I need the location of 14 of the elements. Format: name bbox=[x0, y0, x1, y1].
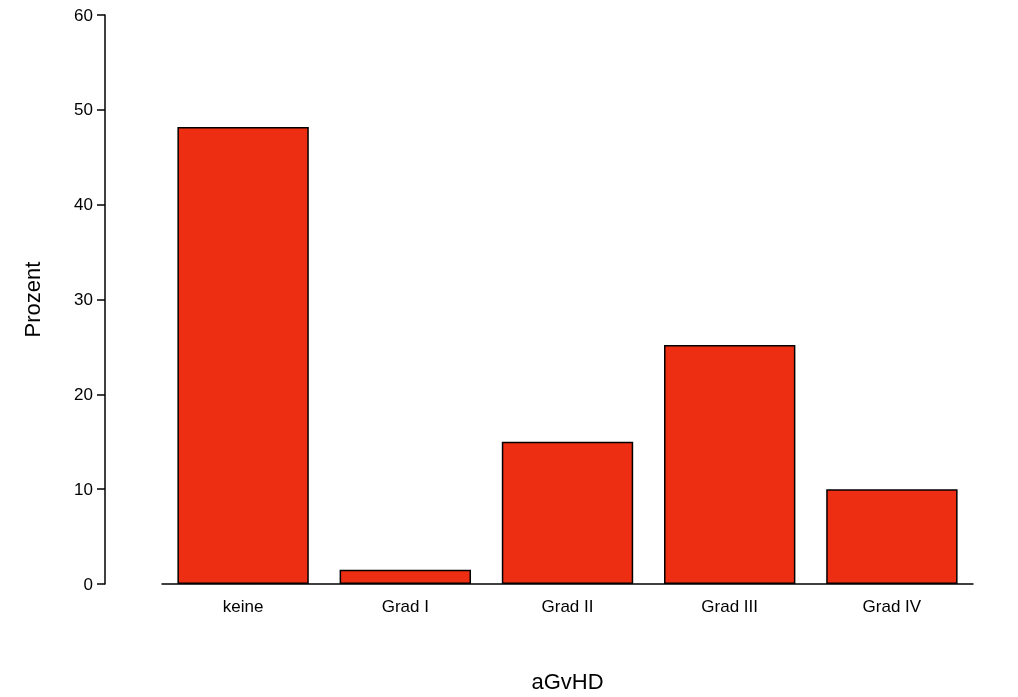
y-tick-label: 40 bbox=[74, 195, 93, 215]
y-axis-title: Prozent bbox=[19, 261, 45, 338]
x-tick-label: Grad I bbox=[381, 597, 429, 616]
x-tick-label: Grad II bbox=[541, 597, 594, 616]
y-tick-label: 0 bbox=[83, 574, 93, 594]
x-tick-label: Grad IV bbox=[862, 597, 922, 616]
x-tick-label: keine bbox=[222, 597, 264, 616]
y-tick-label: 50 bbox=[74, 100, 93, 120]
y-tick-label: 60 bbox=[74, 5, 93, 25]
y-tick-label: 30 bbox=[74, 290, 93, 309]
x-axis-title: aGvHD bbox=[531, 668, 604, 694]
y-tick-label: 20 bbox=[74, 384, 93, 404]
x-tick-label: Grad III bbox=[701, 597, 759, 616]
y-tick-label: 10 bbox=[74, 479, 93, 499]
